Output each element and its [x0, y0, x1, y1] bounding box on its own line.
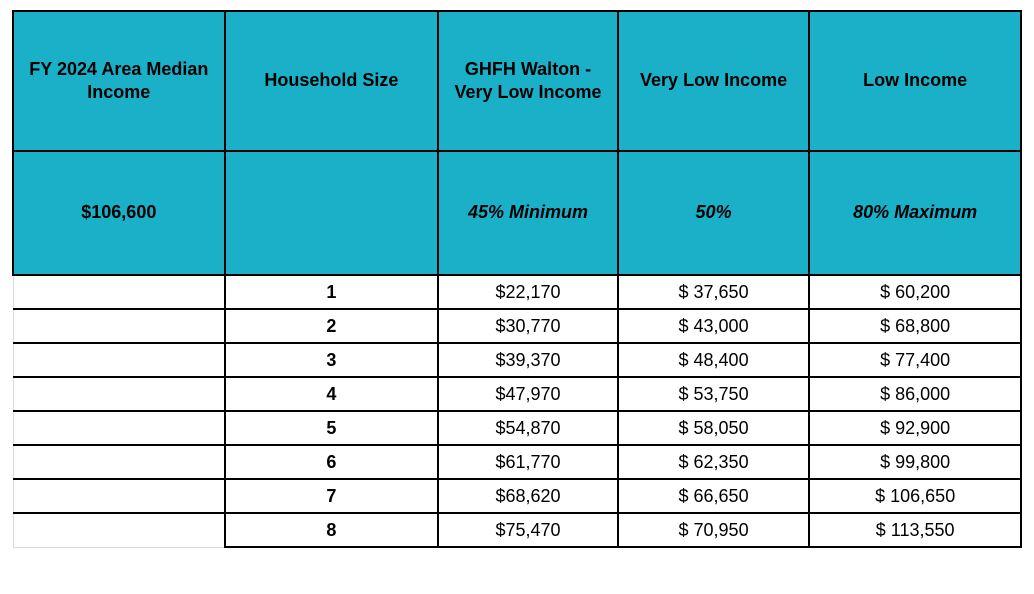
cell-hhsize: 2	[225, 309, 439, 343]
col-subheader-ghfh-vli: 45% Minimum	[438, 151, 618, 275]
cell-hhsize: 4	[225, 377, 439, 411]
cell-ami	[13, 377, 225, 411]
cell-li: $ 86,000	[809, 377, 1021, 411]
cell-li: $ 68,800	[809, 309, 1021, 343]
table-row: 7 $68,620 $ 66,650 $ 106,650	[13, 479, 1021, 513]
table-row: 4 $47,970 $ 53,750 $ 86,000	[13, 377, 1021, 411]
cell-hhsize: 5	[225, 411, 439, 445]
cell-ami	[13, 445, 225, 479]
cell-ghfh-vli: $61,770	[438, 445, 618, 479]
cell-vli: $ 53,750	[618, 377, 810, 411]
cell-ami	[13, 275, 225, 309]
cell-ami	[13, 309, 225, 343]
cell-li: $ 99,800	[809, 445, 1021, 479]
table-row: 5 $54,870 $ 58,050 $ 92,900	[13, 411, 1021, 445]
col-header-ghfh-vli: GHFH Walton - Very Low Income	[438, 11, 618, 151]
col-header-hhsize: Household Size	[225, 11, 439, 151]
cell-hhsize: 7	[225, 479, 439, 513]
cell-ghfh-vli: $22,170	[438, 275, 618, 309]
cell-vli: $ 62,350	[618, 445, 810, 479]
cell-vli: $ 66,650	[618, 479, 810, 513]
cell-ami	[13, 479, 225, 513]
col-subheader-ami: $106,600	[13, 151, 225, 275]
cell-ami	[13, 513, 225, 547]
table-header-row-1: FY 2024 Area Median Income Household Siz…	[13, 11, 1021, 151]
col-header-li: Low Income	[809, 11, 1021, 151]
cell-ghfh-vli: $47,970	[438, 377, 618, 411]
table-header-row-2: $106,600 45% Minimum 50% 80% Maximum	[13, 151, 1021, 275]
cell-li: $ 106,650	[809, 479, 1021, 513]
cell-hhsize: 6	[225, 445, 439, 479]
cell-hhsize: 3	[225, 343, 439, 377]
cell-hhsize: 1	[225, 275, 439, 309]
cell-ami	[13, 343, 225, 377]
cell-ghfh-vli: $39,370	[438, 343, 618, 377]
cell-ghfh-vli: $54,870	[438, 411, 618, 445]
col-subheader-li: 80% Maximum	[809, 151, 1021, 275]
table-row: 3 $39,370 $ 48,400 $ 77,400	[13, 343, 1021, 377]
cell-li: $ 92,900	[809, 411, 1021, 445]
table-row: 6 $61,770 $ 62,350 $ 99,800	[13, 445, 1021, 479]
cell-vli: $ 70,950	[618, 513, 810, 547]
cell-vli: $ 58,050	[618, 411, 810, 445]
cell-ghfh-vli: $68,620	[438, 479, 618, 513]
col-header-vli: Very Low Income	[618, 11, 810, 151]
cell-ami	[13, 411, 225, 445]
table-body: 1 $22,170 $ 37,650 $ 60,200 2 $30,770 $ …	[13, 275, 1021, 547]
cell-vli: $ 37,650	[618, 275, 810, 309]
col-subheader-vli: 50%	[618, 151, 810, 275]
income-limits-table-wrapper: FY 2024 Area Median Income Household Siz…	[0, 0, 1034, 558]
income-limits-table: FY 2024 Area Median Income Household Siz…	[12, 10, 1022, 548]
table-row: 1 $22,170 $ 37,650 $ 60,200	[13, 275, 1021, 309]
cell-vli: $ 43,000	[618, 309, 810, 343]
cell-li: $ 60,200	[809, 275, 1021, 309]
table-row: 2 $30,770 $ 43,000 $ 68,800	[13, 309, 1021, 343]
cell-li: $ 113,550	[809, 513, 1021, 547]
cell-ghfh-vli: $30,770	[438, 309, 618, 343]
cell-li: $ 77,400	[809, 343, 1021, 377]
table-row: 8 $75,470 $ 70,950 $ 113,550	[13, 513, 1021, 547]
cell-hhsize: 8	[225, 513, 439, 547]
cell-vli: $ 48,400	[618, 343, 810, 377]
col-subheader-hhsize	[225, 151, 439, 275]
cell-ghfh-vli: $75,470	[438, 513, 618, 547]
col-header-ami: FY 2024 Area Median Income	[13, 11, 225, 151]
